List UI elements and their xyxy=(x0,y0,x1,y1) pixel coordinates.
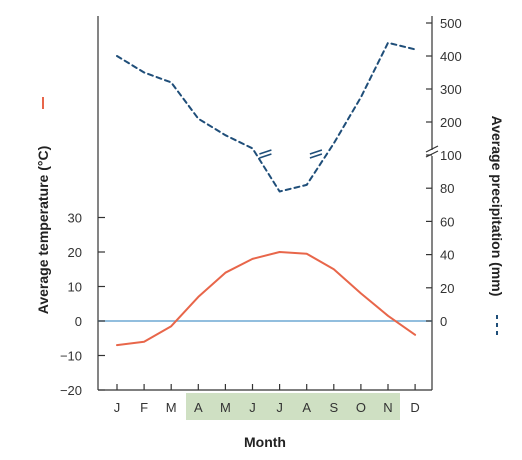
right-tick-label: 20 xyxy=(440,281,454,296)
right-tick-label: 60 xyxy=(440,214,454,229)
left-tick-label: 10 xyxy=(68,280,82,295)
month-label: S xyxy=(329,400,338,415)
growing-season-band xyxy=(186,393,400,420)
right-axis-title: Average precipitation (mm) xyxy=(489,116,505,297)
right-tick-label: 300 xyxy=(440,82,462,97)
series-layer xyxy=(116,41,417,347)
precipitation-line xyxy=(116,41,417,193)
month-label: M xyxy=(166,400,177,415)
right-tick-label: 40 xyxy=(440,248,454,263)
series-break-mark xyxy=(309,149,323,159)
left-axis-title-group: Average temperature (°C) xyxy=(35,146,51,314)
right-axis-break-marks xyxy=(425,145,439,158)
month-label: J xyxy=(249,400,256,415)
left-tick-label: −10 xyxy=(60,349,82,364)
right-tick-label: 0 xyxy=(440,314,447,329)
month-label: M xyxy=(220,400,231,415)
right-tick-label: 200 xyxy=(440,115,462,130)
month-label: N xyxy=(383,400,392,415)
month-label: O xyxy=(356,400,366,415)
right-tick-label: 500 xyxy=(440,16,462,31)
month-label: J xyxy=(276,400,283,415)
month-label: D xyxy=(410,400,419,415)
month-label: A xyxy=(302,400,311,415)
right-tick-label: 400 xyxy=(440,49,462,64)
right-tick-label: 80 xyxy=(440,181,454,196)
left-tick-label: 20 xyxy=(68,245,82,260)
month-label: F xyxy=(140,400,148,415)
temperature-line xyxy=(116,251,417,347)
right-tick-label: 100 xyxy=(440,148,462,163)
month-label: J xyxy=(114,400,121,415)
left-axis-ticks: 30 20 10 0 −10 −20 xyxy=(60,211,105,398)
right-axis-title-group: Average precipitation (mm) xyxy=(489,116,505,297)
left-axis-title: Average temperature (°C) xyxy=(35,146,51,314)
x-axis-title: Month xyxy=(244,434,286,450)
month-label: A xyxy=(194,400,203,415)
left-tick-label: −20 xyxy=(60,383,82,398)
left-tick-label: 30 xyxy=(68,211,82,226)
series-break-mark xyxy=(259,149,272,159)
left-tick-label: 0 xyxy=(75,314,82,329)
